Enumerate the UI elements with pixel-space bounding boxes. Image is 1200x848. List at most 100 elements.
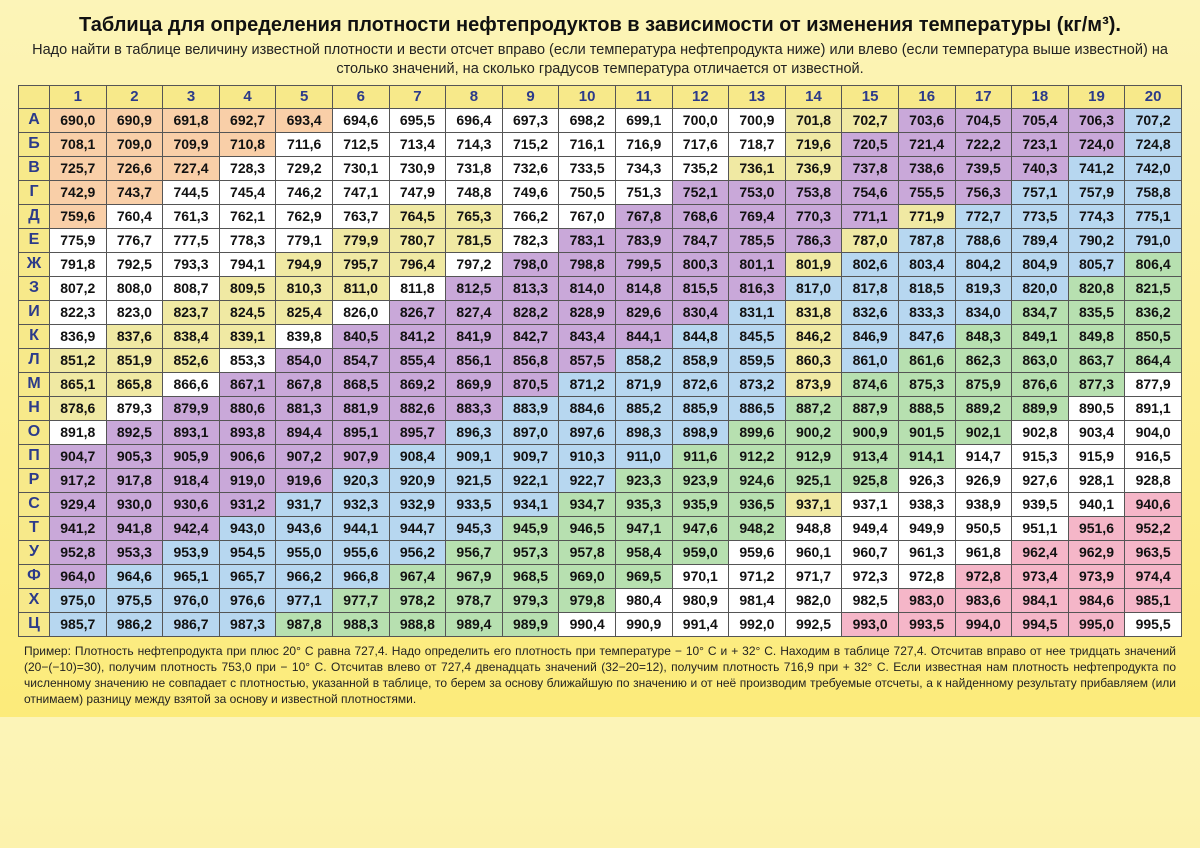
data-cell: 796,4 <box>389 252 446 276</box>
data-cell: 734,3 <box>615 156 672 180</box>
data-cell: 724,8 <box>1125 132 1182 156</box>
data-cell: 807,2 <box>50 276 107 300</box>
row-header: И <box>19 300 50 324</box>
data-cell: 800,3 <box>672 252 729 276</box>
data-cell: 864,4 <box>1125 348 1182 372</box>
data-cell: 877,9 <box>1125 372 1182 396</box>
data-cell: 887,2 <box>785 396 842 420</box>
data-cell: 960,1 <box>785 540 842 564</box>
col-header: 18 <box>1012 85 1069 108</box>
data-cell: 854,0 <box>276 348 333 372</box>
data-cell: 979,8 <box>559 588 616 612</box>
data-cell: 700,0 <box>672 108 729 132</box>
data-cell: 781,5 <box>446 228 503 252</box>
data-cell: 826,7 <box>389 300 446 324</box>
data-cell: 886,5 <box>729 396 786 420</box>
data-cell: 973,9 <box>1068 564 1125 588</box>
row-header: У <box>19 540 50 564</box>
col-header: 6 <box>332 85 389 108</box>
data-cell: 791,8 <box>50 252 107 276</box>
data-cell: 823,0 <box>106 300 163 324</box>
data-cell: 925,8 <box>842 468 899 492</box>
data-cell: 938,9 <box>955 492 1012 516</box>
data-cell: 926,3 <box>898 468 955 492</box>
data-cell: 851,9 <box>106 348 163 372</box>
data-cell: 949,4 <box>842 516 899 540</box>
data-cell: 778,3 <box>219 228 276 252</box>
data-cell: 858,9 <box>672 348 729 372</box>
data-cell: 871,9 <box>615 372 672 396</box>
data-cell: 873,9 <box>785 372 842 396</box>
data-cell: 806,4 <box>1125 252 1182 276</box>
row-header: Д <box>19 204 50 228</box>
data-cell: 871,2 <box>559 372 616 396</box>
data-cell: 705,4 <box>1012 108 1069 132</box>
data-cell: 754,6 <box>842 180 899 204</box>
data-cell: 951,6 <box>1068 516 1125 540</box>
data-cell: 855,4 <box>389 348 446 372</box>
data-cell: 707,2 <box>1125 108 1182 132</box>
row-header: Б <box>19 132 50 156</box>
data-cell: 838,4 <box>163 324 220 348</box>
col-header: 2 <box>106 85 163 108</box>
data-cell: 861,6 <box>898 348 955 372</box>
data-cell: 912,9 <box>785 444 842 468</box>
data-cell: 765,3 <box>446 204 503 228</box>
data-cell: 869,9 <box>446 372 503 396</box>
data-cell: 930,0 <box>106 492 163 516</box>
data-cell: 955,6 <box>332 540 389 564</box>
data-cell: 768,6 <box>672 204 729 228</box>
data-cell: 856,1 <box>446 348 503 372</box>
data-cell: 890,5 <box>1068 396 1125 420</box>
data-cell: 903,4 <box>1068 420 1125 444</box>
data-cell: 885,2 <box>615 396 672 420</box>
data-cell: 988,3 <box>332 612 389 636</box>
data-cell: 746,2 <box>276 180 333 204</box>
data-cell: 991,4 <box>672 612 729 636</box>
data-cell: 922,7 <box>559 468 616 492</box>
data-cell: 731,8 <box>446 156 503 180</box>
data-cell: 742,9 <box>50 180 107 204</box>
col-header: 14 <box>785 85 842 108</box>
row-header: Л <box>19 348 50 372</box>
data-cell: 867,1 <box>219 372 276 396</box>
data-cell: 889,9 <box>1012 396 1069 420</box>
data-cell: 771,9 <box>898 204 955 228</box>
data-cell: 965,7 <box>219 564 276 588</box>
data-cell: 935,9 <box>672 492 729 516</box>
data-cell: 722,2 <box>955 132 1012 156</box>
data-cell: 892,5 <box>106 420 163 444</box>
data-cell: 736,9 <box>785 156 842 180</box>
data-cell: 841,9 <box>446 324 503 348</box>
data-cell: 834,7 <box>1012 300 1069 324</box>
data-cell: 775,9 <box>50 228 107 252</box>
data-cell: 992,5 <box>785 612 842 636</box>
data-cell: 753,0 <box>729 180 786 204</box>
data-cell: 693,4 <box>276 108 333 132</box>
data-cell: 779,1 <box>276 228 333 252</box>
data-cell: 900,2 <box>785 420 842 444</box>
data-cell: 783,9 <box>615 228 672 252</box>
data-cell: 828,9 <box>559 300 616 324</box>
data-cell: 690,9 <box>106 108 163 132</box>
data-cell: 790,2 <box>1068 228 1125 252</box>
data-cell: 828,2 <box>502 300 559 324</box>
data-cell: 820,0 <box>1012 276 1069 300</box>
data-cell: 808,7 <box>163 276 220 300</box>
data-cell: 959,0 <box>672 540 729 564</box>
data-cell: 704,5 <box>955 108 1012 132</box>
data-cell: 969,0 <box>559 564 616 588</box>
data-cell: 818,5 <box>898 276 955 300</box>
data-cell: 987,3 <box>219 612 276 636</box>
data-cell: 713,4 <box>389 132 446 156</box>
data-cell: 907,9 <box>332 444 389 468</box>
data-cell: 924,6 <box>729 468 786 492</box>
data-cell: 899,6 <box>729 420 786 444</box>
data-cell: 843,4 <box>559 324 616 348</box>
data-cell: 980,9 <box>672 588 729 612</box>
data-cell: 802,6 <box>842 252 899 276</box>
data-cell: 702,7 <box>842 108 899 132</box>
data-cell: 944,1 <box>332 516 389 540</box>
data-cell: 793,3 <box>163 252 220 276</box>
data-cell: 835,5 <box>1068 300 1125 324</box>
